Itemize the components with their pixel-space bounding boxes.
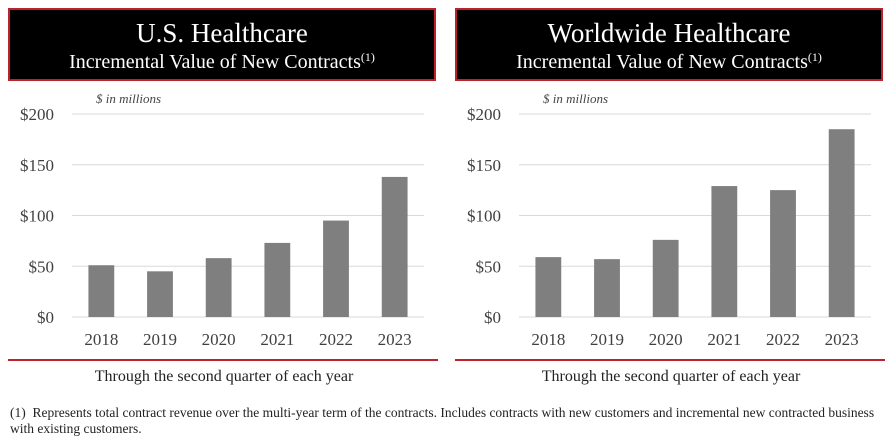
ww-chart-subtitle: Incremental Value of New Contracts(1)	[516, 50, 822, 73]
bar	[828, 129, 855, 317]
y-tick-label: $0	[37, 308, 54, 327]
y-tick-label: $50	[29, 257, 55, 276]
x-tick-label: 2022	[766, 330, 800, 349]
x-tick-label: 2018	[84, 330, 118, 349]
ww-footnote-ref: (1)	[807, 50, 822, 64]
x-tick-label: 2023	[378, 330, 412, 349]
y-tick-label: $0	[484, 308, 501, 327]
bar	[711, 186, 738, 317]
x-tick-label: 2020	[202, 330, 236, 349]
y-tick-label: $150	[467, 156, 501, 175]
x-tick-label: 2019	[143, 330, 177, 349]
bar	[381, 176, 408, 317]
ww-title-box: Worldwide Healthcare Incremental Value o…	[455, 8, 883, 81]
x-tick-label: 2021	[707, 330, 741, 349]
us-chart-title: U.S. Healthcare	[136, 18, 308, 48]
bar	[594, 259, 620, 317]
y-tick-label: $150	[20, 156, 54, 175]
y-tick-label: $50	[476, 257, 502, 276]
bar	[264, 242, 291, 317]
footnote-text: Represents total contract revenue over t…	[10, 405, 875, 436]
y-tick-label: $200	[467, 105, 501, 124]
ww-chart-title: Worldwide Healthcare	[547, 18, 791, 48]
footnote: (1) Represents total contract revenue ov…	[10, 405, 885, 437]
y-tick-label: $200	[20, 105, 54, 124]
bar	[535, 257, 562, 317]
worldwide-healthcare-panel: Worldwide Healthcare Incremental Value o…	[455, 0, 887, 448]
x-tick-label: 2021	[260, 330, 294, 349]
us-chart-subtitle: Incremental Value of New Contracts(1)	[69, 50, 375, 73]
x-tick-label: 2023	[825, 330, 859, 349]
us-healthcare-chart: $ in millions $0 $50 $100 $150 $200 2018 2019 20…	[8, 91, 438, 361]
x-tick-label: 2019	[590, 330, 624, 349]
bar	[770, 190, 796, 317]
us-x-axis-caption: Through the second quarter of each year	[94, 368, 354, 385]
footnote-marker: (1)	[10, 405, 26, 420]
bar	[323, 220, 349, 317]
bar	[88, 265, 115, 317]
us-footnote-ref: (1)	[360, 50, 375, 64]
units-label: $ in millions	[96, 91, 161, 106]
bar	[652, 239, 679, 317]
units-label: $ in millions	[543, 91, 608, 106]
us-healthcare-panel: U.S. Healthcare Incremental Value of New…	[8, 0, 440, 448]
y-tick-label: $100	[467, 207, 501, 226]
us-title-box: U.S. Healthcare Incremental Value of New…	[8, 8, 436, 81]
ww-x-axis-caption: Through the second quarter of each year	[541, 368, 801, 385]
x-tick-label: 2018	[531, 330, 565, 349]
y-tick-label: $100	[20, 207, 54, 226]
bar	[147, 271, 173, 317]
x-tick-label: 2022	[319, 330, 353, 349]
bar	[205, 258, 232, 317]
x-tick-label: 2020	[649, 330, 683, 349]
worldwide-healthcare-chart: $ in millions $0 $50 $100 $150 $200 2018 2019 20…	[455, 91, 885, 361]
